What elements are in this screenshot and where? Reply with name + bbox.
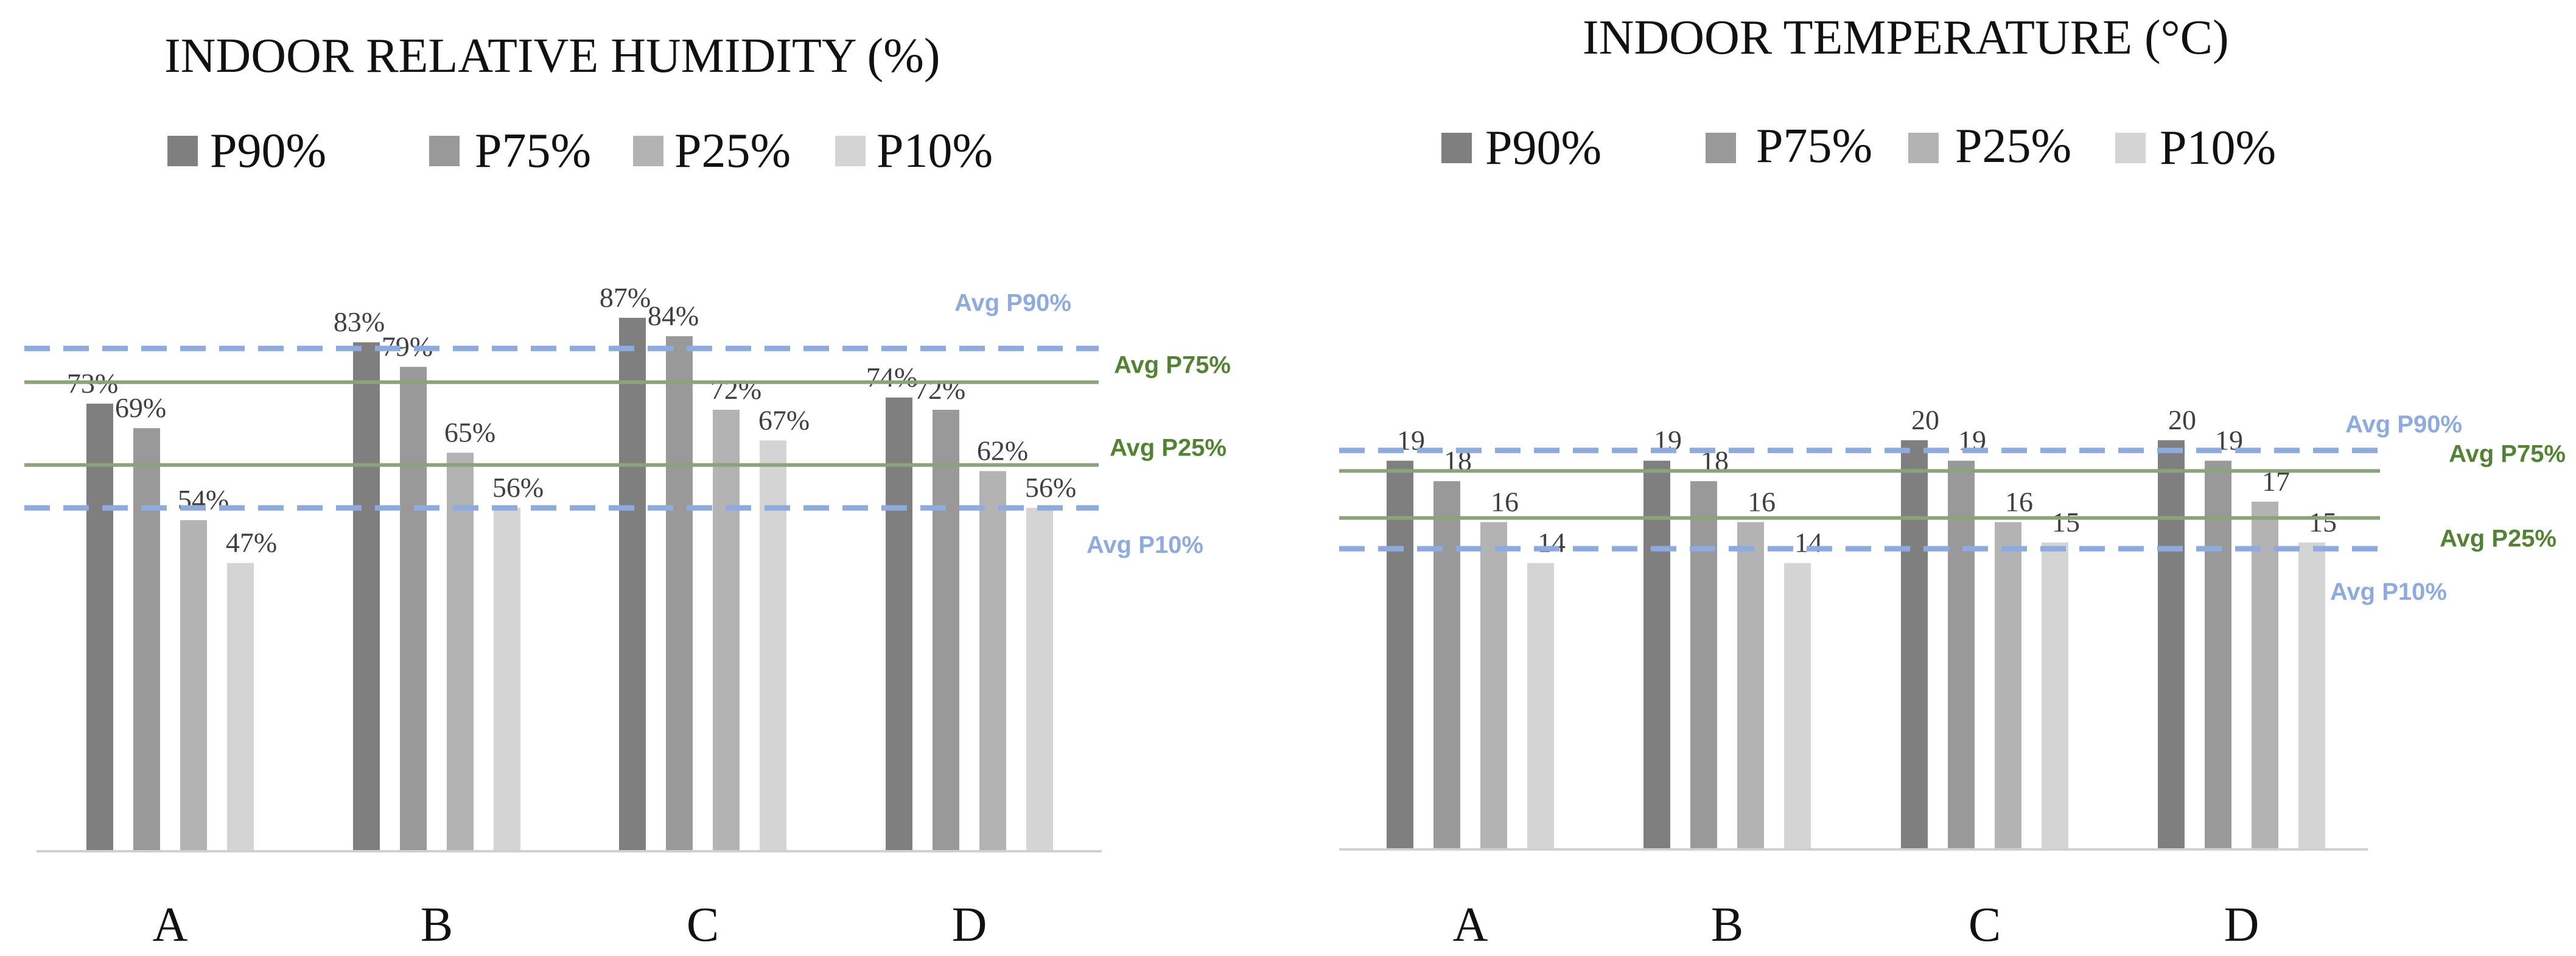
- temperature-legend: P90% P75% P25% P10%: [1441, 119, 2276, 175]
- bar-p25-c: [713, 409, 740, 851]
- bar-p25-b: [1737, 522, 1764, 849]
- legend-swatch-p10: [835, 136, 866, 166]
- legend-label-p10: P10%: [2160, 121, 2276, 175]
- legend-swatch-p25: [1908, 133, 1939, 163]
- data-label-p90-c: 87%: [600, 282, 651, 313]
- data-label-p25-a: 16: [1491, 486, 1519, 517]
- reference-label-avg-p25: Avg P25%: [2440, 525, 2557, 552]
- bar-p75-a: [1433, 481, 1460, 849]
- bar-p90-b: [1643, 460, 1670, 849]
- legend-label-p10: P10%: [877, 124, 993, 178]
- category-label-a: A: [153, 898, 188, 952]
- data-label-p25-b: 16: [1748, 486, 1776, 517]
- data-label-p90-d: 20: [2168, 404, 2196, 435]
- humidity-legend: P90% P75% P25% P10%: [167, 124, 993, 178]
- data-label-p10-c: 15: [2052, 507, 2080, 538]
- bar-p25-d: [979, 471, 1006, 851]
- bar-p25-b: [447, 452, 474, 851]
- humidity-chart-title: INDOOR RELATIVE HUMIDITY (%): [164, 29, 940, 83]
- bar-p75-b: [400, 367, 427, 851]
- bar-p25-d: [2252, 501, 2278, 849]
- legend-label-p90: P90%: [1485, 121, 1601, 175]
- bar-p25-c: [1995, 522, 2021, 849]
- bar-p10-d: [2298, 543, 2325, 849]
- bar-p75-c: [666, 336, 693, 851]
- bar-p75-d: [933, 409, 959, 851]
- data-label-p10-a: 14: [1538, 527, 1566, 558]
- category-label-d: D: [2224, 898, 2259, 952]
- category-label-a: A: [1453, 898, 1488, 952]
- legend-label-p25: P25%: [674, 124, 791, 178]
- bar-p25-a: [1480, 522, 1507, 849]
- data-label-p10-d: 15: [2309, 507, 2337, 538]
- bar-p10-b: [494, 508, 520, 851]
- reference-label-avg-p75: Avg P75%: [1114, 352, 1231, 379]
- data-label-p25-b: 65%: [444, 416, 495, 448]
- data-label-p90-d: 74%: [866, 362, 917, 393]
- data-label-p75-a: 69%: [115, 392, 166, 423]
- data-label-p10-a: 47%: [226, 527, 277, 558]
- legend-swatch-p10: [2115, 133, 2146, 163]
- reference-label-avg-p10: Avg P10%: [2330, 578, 2447, 605]
- legend-swatch-p75: [1706, 133, 1736, 163]
- legend-swatch-p75: [429, 136, 460, 166]
- data-label-p10-c: 67%: [758, 404, 810, 435]
- bar-p10-d: [1026, 508, 1053, 851]
- reference-label-avg-p25: Avg P25%: [1110, 435, 1227, 462]
- bar-p10-a: [1527, 563, 1554, 849]
- bar-p75-a: [133, 428, 160, 851]
- bar-p75-c: [1948, 460, 1975, 849]
- humidity-chart: INDOOR RELATIVE HUMIDITY (%) P90% P75% P…: [24, 29, 1231, 952]
- data-label-p90-c: 20: [1911, 404, 1939, 435]
- humidity-plot-area: 73%83%87%74%69%79%84%72%54%65%72%62%47%5…: [24, 282, 1231, 952]
- reference-label-avg-p90: Avg P90%: [954, 289, 1071, 316]
- data-label-p75-c: 84%: [648, 300, 699, 331]
- legend-label-p75: P75%: [1756, 119, 1872, 173]
- reference-label-avg-p10: Avg P10%: [1087, 532, 1203, 558]
- category-label-b: B: [421, 898, 453, 952]
- bar-p10-a: [227, 563, 254, 851]
- legend-label-p90: P90%: [210, 124, 326, 178]
- bar-p90-a: [86, 403, 113, 851]
- legend-swatch-p90: [167, 136, 198, 166]
- bar-p90-d: [886, 397, 912, 851]
- bar-p25-a: [180, 520, 207, 851]
- bar-p10-c: [2042, 543, 2068, 849]
- bar-p90-b: [353, 342, 380, 851]
- bar-p90-c: [1901, 440, 1928, 849]
- data-label-p10-d: 56%: [1025, 472, 1076, 503]
- category-label-d: D: [952, 898, 987, 952]
- legend-swatch-p90: [1441, 133, 1472, 163]
- temperature-chart: INDOOR TEMPERATURE (°C) P90% P75% P25% P…: [1339, 11, 2566, 952]
- category-label-c: C: [1969, 898, 2001, 952]
- category-label-c: C: [687, 898, 719, 952]
- data-label-p90-b: 83%: [334, 306, 385, 337]
- legend-label-p25: P25%: [1955, 119, 2071, 173]
- bar-p75-d: [2205, 460, 2231, 849]
- category-label-b: B: [1711, 898, 1743, 952]
- data-label-p75-d: 72%: [914, 374, 965, 405]
- legend-label-p75: P75%: [475, 124, 591, 178]
- legend-swatch-p25: [633, 136, 663, 166]
- bar-p90-d: [2158, 440, 2185, 849]
- bar-p10-b: [1784, 563, 1811, 849]
- reference-label-avg-p90: Avg P90%: [2345, 411, 2462, 438]
- reference-label-avg-p75: Avg P75%: [2449, 440, 2566, 467]
- bar-p90-c: [619, 317, 646, 851]
- bar-p10-c: [760, 440, 786, 851]
- data-label-p25-c: 16: [2005, 486, 2033, 517]
- data-label-p25-c: 72%: [710, 374, 761, 405]
- temperature-chart-title: INDOOR TEMPERATURE (°C): [1583, 11, 2229, 65]
- bar-p75-b: [1690, 481, 1717, 849]
- bar-p90-a: [1387, 460, 1413, 849]
- data-label-p25-d: 62%: [977, 435, 1028, 466]
- data-label-p10-b: 14: [1794, 527, 1822, 558]
- data-label-p10-b: 56%: [492, 472, 544, 503]
